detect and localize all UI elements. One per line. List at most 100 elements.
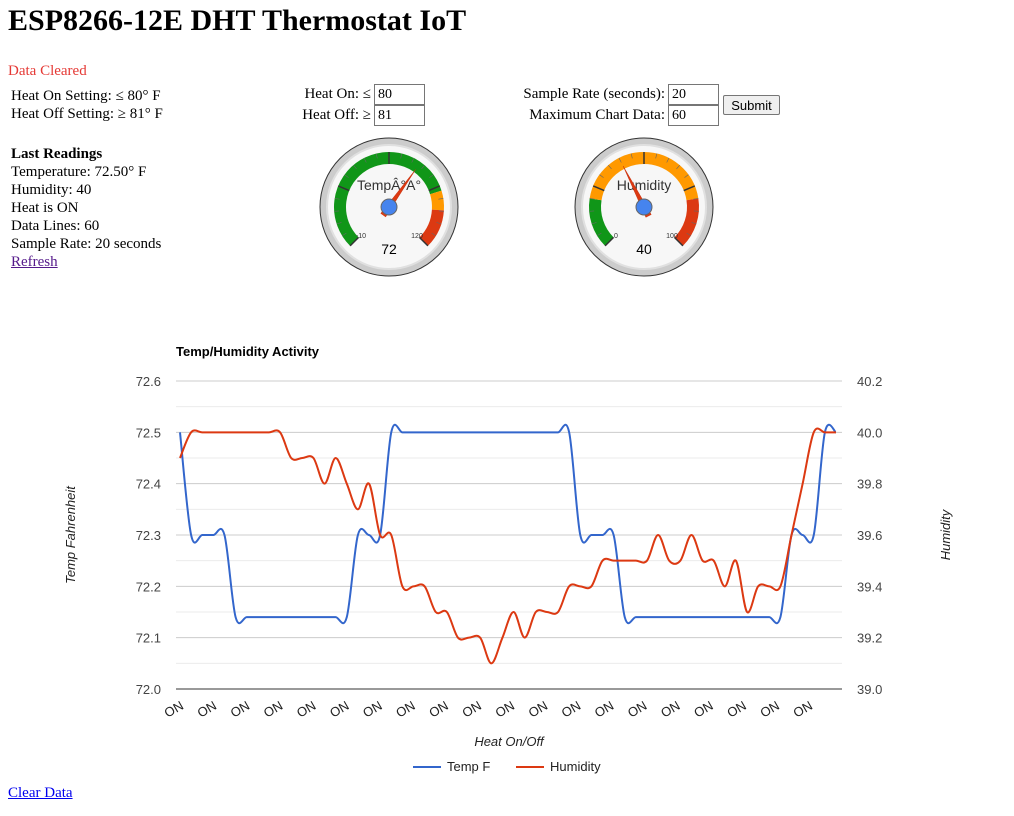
x-tick-label: ON bbox=[592, 698, 616, 721]
gauge-minor-tick bbox=[411, 157, 415, 163]
gauge-major-tick bbox=[428, 185, 441, 192]
gauge-min-label: 0 bbox=[614, 233, 618, 240]
clear-data-link[interactable]: Clear Data bbox=[8, 785, 73, 801]
x-axis-title: Heat On/Off bbox=[474, 734, 545, 749]
gauge-minor-tick bbox=[429, 174, 434, 178]
temperature-reading: Temperature: 72.50° F bbox=[11, 164, 147, 180]
gauge-major-tick bbox=[592, 185, 605, 192]
heat-on-setting: Heat On Setting: ≤ 80° F bbox=[11, 88, 161, 104]
x-tick-label: ON bbox=[294, 698, 318, 721]
gauge-minor-tick bbox=[596, 232, 602, 236]
y-tick-label-left: 72.2 bbox=[136, 579, 161, 594]
y-tick-label-left: 72.0 bbox=[136, 682, 161, 697]
max-chart-data-label: Maximum Chart Data: bbox=[529, 107, 665, 123]
heat-off-label: Heat Off: ≥ bbox=[302, 107, 371, 123]
legend-label-humidity: Humidity bbox=[550, 759, 601, 774]
gauge-minor-tick bbox=[676, 164, 680, 170]
gauge-major-tick bbox=[349, 236, 360, 247]
x-tick-label: ON bbox=[559, 698, 583, 721]
gauge-hub bbox=[635, 198, 653, 216]
humidity-gauge: Humidity 0 100 40 bbox=[574, 137, 714, 277]
legend-label-temp: Temp F bbox=[447, 759, 490, 774]
y-tick-label-right: 40.2 bbox=[857, 374, 882, 389]
sample-rate-reading: Sample Rate: 20 seconds bbox=[11, 236, 162, 252]
x-tick-label: ON bbox=[460, 698, 484, 721]
x-tick-label: ON bbox=[658, 698, 682, 721]
last-readings-heading: Last Readings bbox=[11, 146, 103, 162]
gauge-minor-tick bbox=[431, 232, 437, 236]
heat-status: Heat is ON bbox=[11, 200, 79, 216]
gauge-major-tick bbox=[418, 236, 429, 247]
y-tick-label-left: 72.6 bbox=[136, 374, 161, 389]
y-tick-label-right: 39.6 bbox=[857, 528, 882, 543]
series-line-temp bbox=[179, 423, 837, 625]
gauge-label: TempÂ°A° bbox=[357, 177, 421, 193]
temp-gauge: TempÂ°A° -10 120 72 bbox=[319, 137, 459, 277]
heat-on-input[interactable] bbox=[374, 84, 425, 105]
gauge-band bbox=[419, 209, 444, 246]
gauge-minor-tick bbox=[686, 232, 692, 236]
x-tick-label: ON bbox=[195, 698, 219, 721]
gauge-minor-tick bbox=[608, 164, 612, 170]
last-readings: Last Readings Temperature: 72.50° F Humi… bbox=[11, 145, 161, 271]
gauge-minor-tick bbox=[691, 222, 697, 225]
y-tick-label-left: 72.1 bbox=[136, 631, 161, 646]
gauge-minor-tick bbox=[436, 222, 442, 225]
y-tick-label-left: 72.4 bbox=[136, 477, 161, 492]
sample-rate-label: Sample Rate (seconds): bbox=[523, 86, 665, 102]
max-chart-data-input[interactable] bbox=[668, 105, 719, 126]
gauge-minor-tick bbox=[630, 153, 633, 159]
y-axis-title-right: Humidity bbox=[938, 508, 953, 560]
x-tick-label: ON bbox=[625, 698, 649, 721]
y-tick-label-right: 39.4 bbox=[857, 579, 882, 594]
chart-title: Temp/Humidity Activity bbox=[176, 344, 320, 359]
x-tick-label: ON bbox=[691, 698, 715, 721]
sample-rate-input[interactable] bbox=[668, 84, 719, 105]
gauge-max-label: 120 bbox=[411, 233, 423, 240]
x-tick-label: ON bbox=[493, 698, 517, 721]
gauge-hub bbox=[380, 198, 398, 216]
x-tick-label: ON bbox=[724, 698, 748, 721]
gauge-minor-tick bbox=[693, 198, 699, 200]
submit-button[interactable]: Submit bbox=[723, 95, 780, 115]
gauge-band bbox=[334, 152, 442, 246]
y-tick-label-right: 40.0 bbox=[857, 425, 882, 440]
x-tick-label: ON bbox=[327, 698, 351, 721]
heat-off-input[interactable] bbox=[374, 105, 425, 126]
gauge-minor-tick bbox=[353, 164, 357, 170]
gauge-minor-tick bbox=[589, 198, 595, 200]
gauge-minor-tick bbox=[400, 153, 403, 159]
x-tick-label: ON bbox=[162, 698, 186, 721]
refresh-link[interactable]: Refresh bbox=[11, 254, 58, 270]
gauge-band bbox=[674, 198, 699, 246]
y-tick-label-left: 72.3 bbox=[136, 528, 161, 543]
gauge-minor-tick bbox=[421, 164, 425, 170]
x-tick-label: ON bbox=[360, 698, 384, 721]
gauge-major-tick bbox=[337, 185, 350, 192]
gauge-value: 40 bbox=[636, 241, 652, 257]
gauge-major-tick bbox=[683, 185, 696, 192]
y-tick-label-right: 39.0 bbox=[857, 682, 882, 697]
gauge-label: Humidity bbox=[617, 177, 671, 193]
gauge-band bbox=[589, 198, 614, 246]
x-tick-label: ON bbox=[426, 698, 450, 721]
x-tick-label: ON bbox=[228, 698, 252, 721]
gauge-minor-tick bbox=[363, 157, 367, 163]
gauge-minor-tick bbox=[341, 232, 347, 236]
gauge-minor-tick bbox=[344, 174, 349, 178]
current-settings: Heat On Setting: ≤ 80° F Heat Off Settin… bbox=[11, 87, 163, 123]
gauge-minor-tick bbox=[684, 174, 689, 178]
y-tick-label-right: 39.8 bbox=[857, 477, 882, 492]
heat-on-label: Heat On: ≤ bbox=[304, 86, 371, 102]
data-lines-reading: Data Lines: 60 bbox=[11, 218, 100, 234]
y-tick-label-right: 39.2 bbox=[857, 631, 882, 646]
gauge-major-tick bbox=[673, 236, 684, 247]
gauge-minor-tick bbox=[599, 174, 604, 178]
gauge-max-label: 100 bbox=[666, 233, 678, 240]
gauge-value: 72 bbox=[381, 241, 397, 257]
x-tick-label: ON bbox=[757, 698, 781, 721]
gauge-minor-tick bbox=[336, 222, 342, 225]
page-title: ESP8266-12E DHT Thermostat IoT bbox=[8, 4, 467, 37]
gauge-minor-tick bbox=[375, 153, 378, 159]
gauge-minor-tick bbox=[655, 153, 658, 159]
